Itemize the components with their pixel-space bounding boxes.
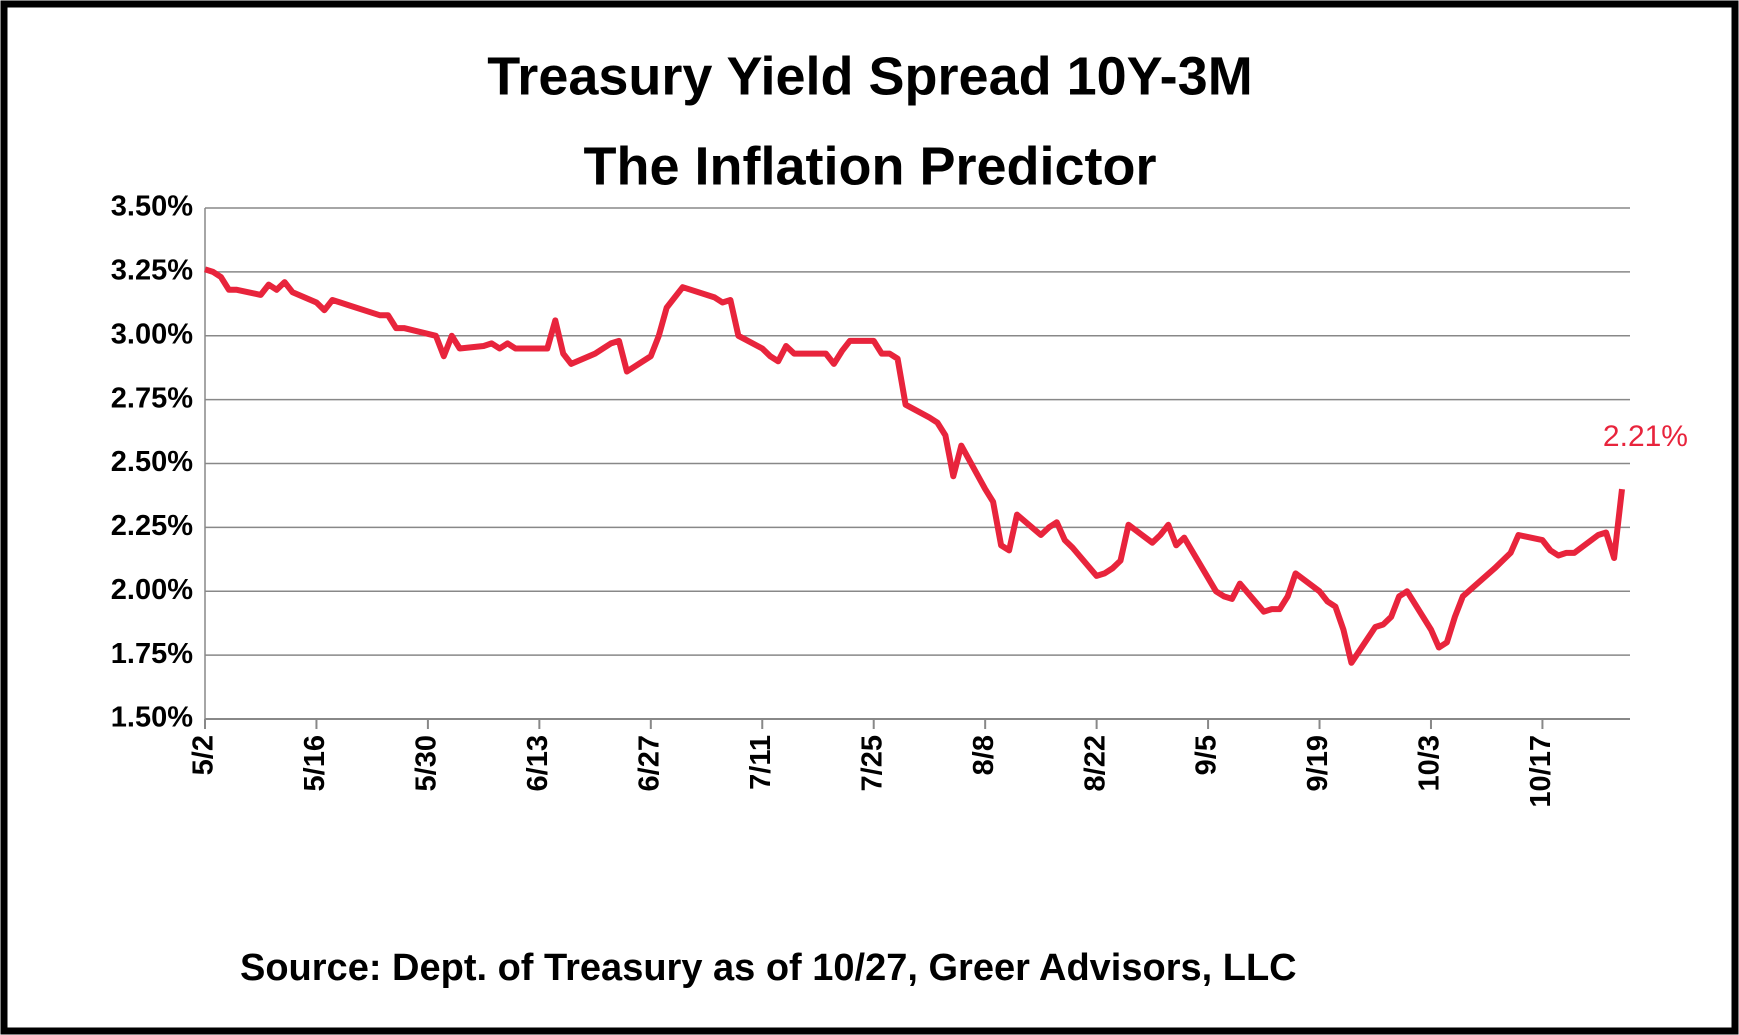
chart-subtitle: The Inflation Predictor xyxy=(583,136,1156,196)
x-tick-label: 5/30 xyxy=(411,735,443,791)
x-tick-label: 9/19 xyxy=(1302,735,1334,791)
x-tick-label: 8/8 xyxy=(968,735,1000,775)
x-tick-label: 7/11 xyxy=(745,735,777,790)
x-tick-label: 6/13 xyxy=(522,735,554,791)
x-tick-label: 9/5 xyxy=(1191,735,1223,775)
data-line xyxy=(204,266,1625,666)
chart-title: Treasury Yield Spread 10Y-3M xyxy=(487,46,1252,106)
y-tick-label: 3.00% xyxy=(111,318,193,350)
x-tick-label: 5/16 xyxy=(299,735,331,791)
x-tick-label: 7/25 xyxy=(856,735,888,791)
y-tick-label: 1.50% xyxy=(111,702,193,734)
source-note: Source: Dept. of Treasury as of 10/27, G… xyxy=(240,947,1297,989)
y-tick-label: 1.75% xyxy=(111,638,193,670)
x-tick-label: 10/3 xyxy=(1414,735,1446,791)
y-tick-label: 2.00% xyxy=(111,574,193,606)
y-tick-label: 3.50% xyxy=(111,191,193,223)
y-tick-label: 3.25% xyxy=(111,255,193,287)
y-tick-label: 2.50% xyxy=(111,446,193,478)
x-tick-label: 5/2 xyxy=(188,735,220,775)
x-tick-label: 6/27 xyxy=(633,735,665,791)
annotation: 2.21% xyxy=(1603,420,1688,453)
x-tick-label: 10/17 xyxy=(1525,735,1557,808)
y-tick-label: 2.75% xyxy=(111,382,193,414)
y-tick-label: 2.25% xyxy=(111,510,193,542)
x-tick-label: 8/22 xyxy=(1079,735,1111,791)
